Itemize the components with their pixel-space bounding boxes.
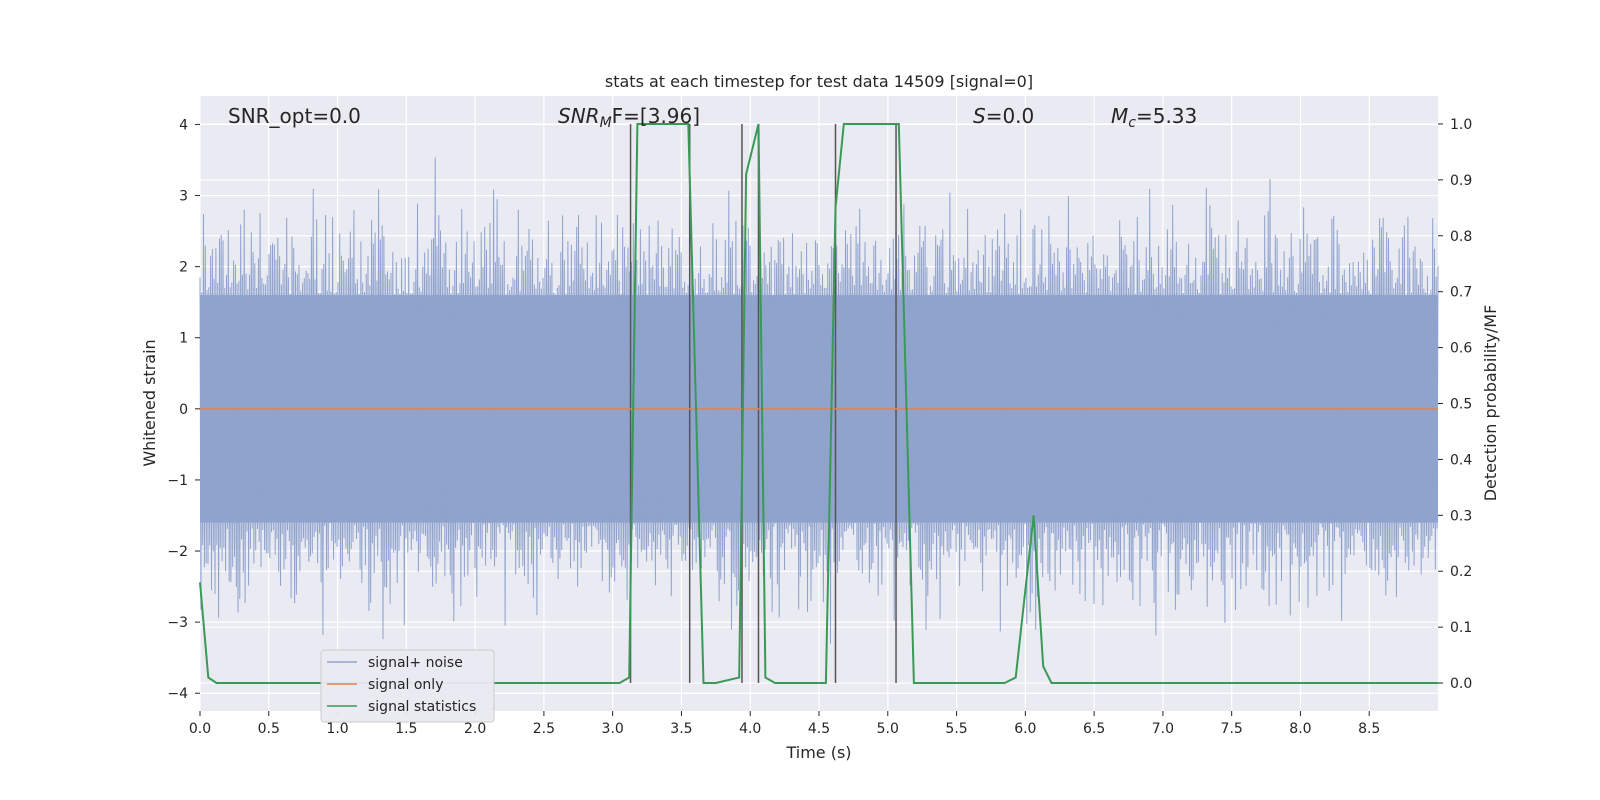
annotation-s: S=0.0 (973, 104, 1034, 128)
y-right-tick-label-4: 0.6 (1450, 341, 1472, 357)
y-right-tick-label-0: 1.0 (1450, 117, 1472, 133)
y-left-tick-label-4: 0 (179, 402, 188, 418)
x-tick-label-15: 7.5 (1221, 721, 1243, 737)
signal-statistics-line (199, 123, 1438, 684)
chart-title: stats at each timestep for test data 145… (605, 72, 1033, 91)
x-tick-label-0: 0.0 (189, 721, 211, 737)
y-left-tick-label-3: 1 (179, 331, 188, 347)
y-right-tick-label-10: 0.0 (1450, 676, 1472, 692)
y-left-tick-label-5: −1 (167, 473, 188, 489)
y-left-tick-label-7: −3 (167, 615, 188, 631)
legend: signal+ noise signal only signal statist… (320, 649, 495, 723)
x-tick-label-8: 4.0 (739, 721, 761, 737)
x-tick-label-5: 2.5 (533, 721, 555, 737)
x-tick-label-12: 6.0 (1014, 721, 1036, 737)
x-tick-label-10: 5.0 (877, 721, 899, 737)
y-right-tick-label-8: 0.2 (1450, 564, 1472, 580)
legend-label-signal-only: signal only (368, 677, 443, 693)
x-tick-label-13: 6.5 (1083, 721, 1105, 737)
x-tick-label-2: 1.0 (326, 721, 348, 737)
y-right-tick-label-1: 0.9 (1450, 173, 1472, 189)
signal-statistics-series (199, 123, 1438, 684)
y-left-tick-label-6: −2 (167, 544, 188, 560)
y-right-tick-label-9: 0.1 (1450, 620, 1472, 636)
y-left-tick-label-8: −4 (167, 686, 188, 702)
x-axis-label: Time (s) (785, 743, 851, 762)
y-left-axis-ticks: 4 3 2 1 0 −1 −2 −3 −4 (167, 117, 200, 702)
y-right-tick-label-2: 0.8 (1450, 229, 1472, 245)
y-right-axis-ticks: 1.0 0.9 0.8 0.7 0.6 0.5 0.4 0.3 0.2 0.1 0.0 (1438, 117, 1472, 692)
y-left-tick-label-1: 3 (179, 189, 188, 205)
x-tick-label-16: 8.0 (1289, 721, 1311, 737)
x-tick-label-3: 1.5 (395, 721, 417, 737)
x-tick-label-14: 7.0 (1152, 721, 1174, 737)
signal-noise-line (199, 157, 1439, 644)
x-tick-label-1: 0.5 (258, 721, 280, 737)
x-tick-label-17: 8.5 (1358, 721, 1380, 737)
x-tick-label-6: 3.0 (602, 721, 624, 737)
legend-label-signal-statistics: signal statistics (368, 699, 476, 715)
x-axis-ticks: 0.0 0.5 1.0 1.5 2.0 2.5 3.0 3.5 4.0 4.5 5.0 5.5 6.0 6… (189, 711, 1380, 737)
x-tick-label-7: 3.5 (670, 721, 692, 737)
legend-box (320, 649, 495, 723)
annotation-snr-opt: SNR_opt=0.0 (228, 104, 361, 128)
y-left-tick-label-0: 4 (179, 117, 188, 133)
y-right-tick-label-5: 0.5 (1450, 397, 1472, 413)
y-right-tick-label-6: 0.4 (1450, 452, 1472, 468)
x-tick-label-9: 4.5 (808, 721, 830, 737)
y-right-tick-label-3: 0.7 (1450, 285, 1472, 301)
annotation-snr-mf: SNRMF=[3.96] (558, 104, 700, 131)
y-right-tick-label-7: 0.3 (1450, 508, 1472, 524)
y-left-axis-label: Whitened strain (140, 339, 159, 466)
legend-label-signal-noise: signal+ noise (368, 655, 463, 671)
y-left-tick-label-2: 2 (179, 260, 188, 276)
x-tick-label-11: 5.5 (945, 721, 967, 737)
y-right-axis-label: Detection probability/MF (1481, 305, 1500, 502)
annotation-mc: Mc=5.33 (1111, 104, 1197, 131)
x-tick-label-4: 2.0 (464, 721, 486, 737)
